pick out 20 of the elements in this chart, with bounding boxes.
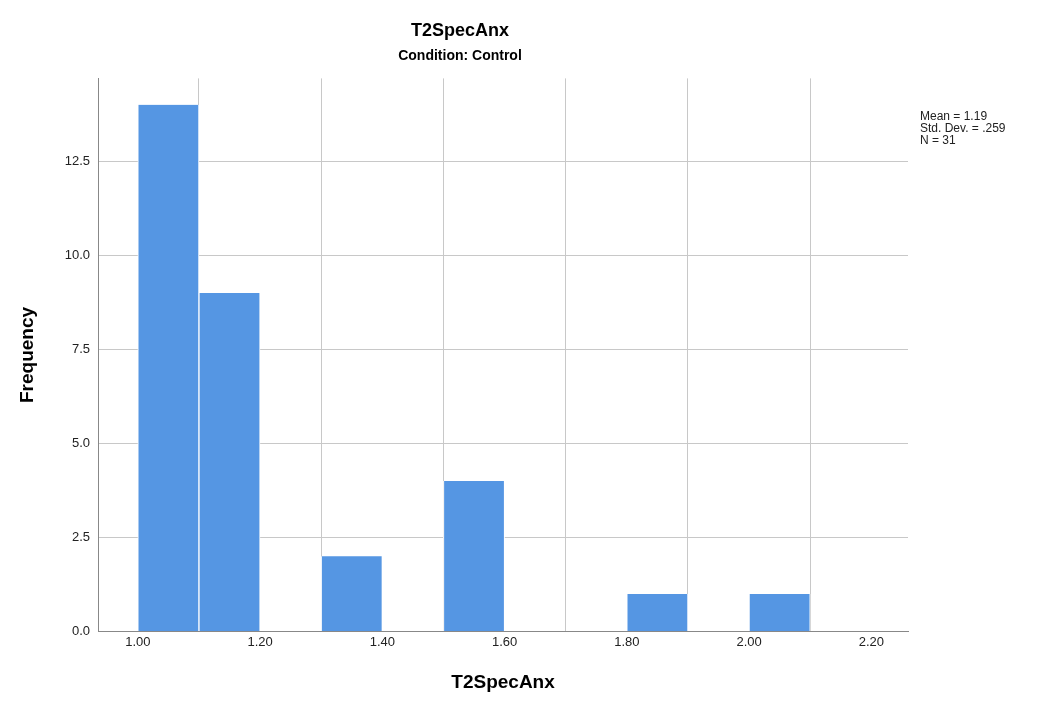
chart-subtitle: Condition: Control [398, 46, 522, 63]
x-tick-label: 1.60 [491, 633, 518, 649]
y-tick-label: 0.0 [72, 623, 91, 639]
x-tick-label: 1.80 [614, 633, 640, 649]
y-tick-label: 12.5 [64, 152, 91, 168]
x-axis-title: T2SpecAnx [451, 670, 556, 692]
x-tick-label: 1.00 [125, 633, 151, 649]
y-tick-label: 2.5 [72, 529, 91, 545]
x-tick-label: 2.20 [858, 633, 884, 649]
x-tick-label: 1.40 [369, 633, 395, 649]
chart-title: T2SpecAnx [410, 19, 510, 40]
text: Std. Dev. = .259 [920, 120, 1006, 135]
y-tick-label: 7.5 [72, 340, 91, 356]
y-tick-label: 5.0 [72, 435, 91, 451]
y-tick-label: 10.0 [64, 246, 91, 262]
y-axis-title: Frequency [15, 306, 37, 404]
x-tick-label: 1.20 [247, 633, 273, 649]
text: N = 31 [920, 132, 957, 147]
x-tick-label: 2.00 [736, 633, 762, 649]
text: Mean = 1.19 [920, 108, 988, 123]
